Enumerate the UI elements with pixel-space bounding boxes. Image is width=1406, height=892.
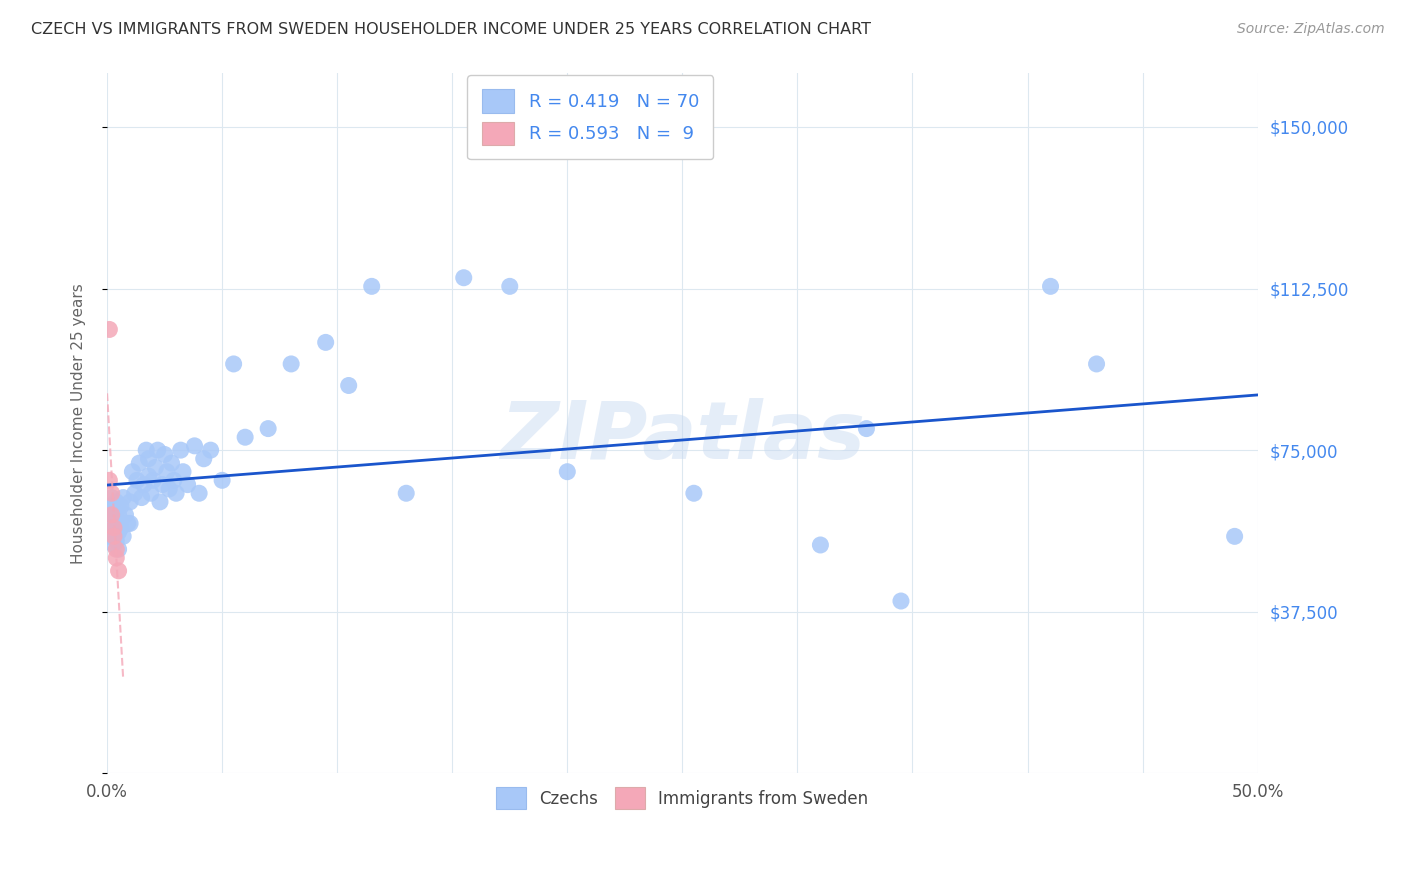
Point bbox=[315, 335, 337, 350]
Point bbox=[138, 469, 160, 483]
Point bbox=[183, 439, 205, 453]
Point bbox=[110, 521, 132, 535]
Point bbox=[107, 524, 129, 539]
Text: Source: ZipAtlas.com: Source: ZipAtlas.com bbox=[1237, 22, 1385, 37]
Point bbox=[121, 465, 143, 479]
Y-axis label: Householder Income Under 25 years: Householder Income Under 25 years bbox=[72, 283, 86, 564]
Text: CZECH VS IMMIGRANTS FROM SWEDEN HOUSEHOLDER INCOME UNDER 25 YEARS CORRELATION CH: CZECH VS IMMIGRANTS FROM SWEDEN HOUSEHOL… bbox=[31, 22, 870, 37]
Point bbox=[188, 486, 211, 500]
Point bbox=[100, 524, 122, 539]
Point bbox=[98, 322, 121, 336]
Point bbox=[150, 477, 173, 491]
Point bbox=[222, 357, 245, 371]
Point bbox=[105, 542, 128, 557]
Point bbox=[105, 512, 128, 526]
Point bbox=[103, 538, 125, 552]
Point bbox=[107, 564, 129, 578]
Point bbox=[233, 430, 256, 444]
Point bbox=[156, 465, 179, 479]
Point bbox=[157, 482, 180, 496]
Point bbox=[200, 443, 222, 458]
Point bbox=[98, 499, 121, 513]
Point bbox=[170, 443, 193, 458]
Legend: Czechs, Immigrants from Sweden: Czechs, Immigrants from Sweden bbox=[489, 780, 875, 815]
Point bbox=[132, 477, 155, 491]
Point bbox=[153, 447, 176, 461]
Point bbox=[98, 516, 121, 531]
Point bbox=[683, 486, 706, 500]
Point bbox=[105, 533, 128, 548]
Point bbox=[117, 516, 139, 531]
Point bbox=[337, 378, 360, 392]
Point bbox=[112, 529, 135, 543]
Point bbox=[114, 508, 136, 522]
Point bbox=[128, 456, 150, 470]
Point bbox=[124, 486, 146, 500]
Point bbox=[810, 538, 832, 552]
Point bbox=[103, 521, 125, 535]
Point bbox=[100, 486, 122, 500]
Point bbox=[453, 270, 475, 285]
Point bbox=[120, 516, 142, 531]
Point bbox=[146, 443, 169, 458]
Point bbox=[555, 465, 578, 479]
Point bbox=[125, 473, 148, 487]
Point bbox=[142, 473, 165, 487]
Point bbox=[98, 529, 121, 543]
Point bbox=[172, 465, 194, 479]
Point bbox=[105, 550, 128, 565]
Point bbox=[120, 495, 142, 509]
Point bbox=[100, 491, 122, 505]
Point bbox=[107, 542, 129, 557]
Point bbox=[165, 486, 187, 500]
Point bbox=[149, 495, 172, 509]
Point bbox=[105, 495, 128, 509]
Point bbox=[280, 357, 302, 371]
Point bbox=[890, 594, 912, 608]
Point bbox=[103, 521, 125, 535]
Point bbox=[103, 503, 125, 517]
Point bbox=[135, 443, 157, 458]
Point bbox=[257, 421, 280, 435]
Point bbox=[211, 473, 233, 487]
Point bbox=[163, 473, 186, 487]
Point bbox=[100, 508, 122, 522]
Text: ZIPatlas: ZIPatlas bbox=[501, 398, 865, 476]
Point bbox=[98, 473, 121, 487]
Point bbox=[107, 508, 129, 522]
Point bbox=[110, 499, 132, 513]
Point bbox=[499, 279, 522, 293]
Point bbox=[139, 486, 162, 500]
Point bbox=[112, 491, 135, 505]
Point bbox=[145, 460, 167, 475]
Point bbox=[193, 451, 215, 466]
Point bbox=[160, 456, 183, 470]
Point bbox=[100, 508, 122, 522]
Point bbox=[138, 451, 160, 466]
Point bbox=[1223, 529, 1246, 543]
Point bbox=[395, 486, 418, 500]
Point bbox=[1085, 357, 1108, 371]
Point bbox=[360, 279, 382, 293]
Point bbox=[855, 421, 877, 435]
Point bbox=[131, 491, 153, 505]
Point bbox=[176, 477, 198, 491]
Point bbox=[1039, 279, 1062, 293]
Point bbox=[103, 529, 125, 543]
